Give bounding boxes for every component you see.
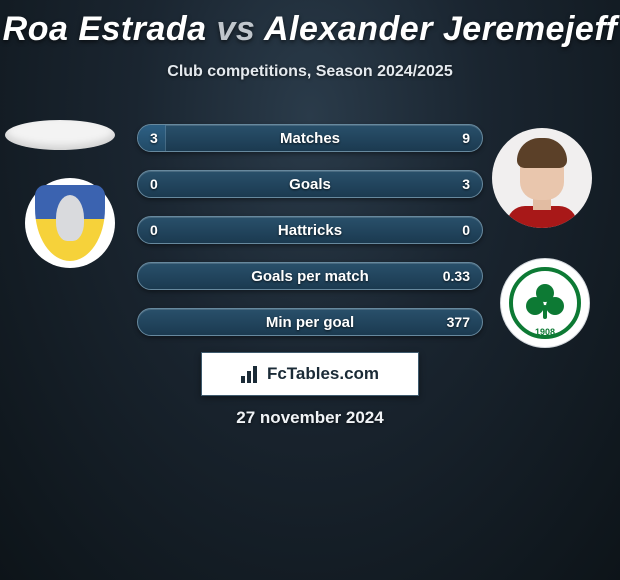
stat-value-left: 0 [150,222,158,238]
comparison-card: Roa Estrada vs Alexander Jeremejeff Club… [0,0,620,580]
stat-label: Goals [289,176,331,193]
player1-name: Roa Estrada [3,10,207,48]
player2-name: Alexander Jeremejeff [264,10,617,48]
player2-club-crest: 1908 [500,258,590,348]
brand-name: FcTables.com [267,364,379,384]
player1-avatar [5,120,115,150]
stat-value-right: 0 [462,222,470,238]
vs-label: vs [217,10,256,48]
stat-row: Min per goal 377 [137,308,483,336]
stat-value-left: 3 [150,130,158,146]
stat-row: 0 Hattricks 0 [137,216,483,244]
player2-avatar [492,128,592,228]
date-label: 27 november 2024 [236,408,383,428]
stat-label: Min per goal [266,314,354,331]
bar-chart-icon [241,365,261,383]
shield-icon [35,185,105,261]
stat-row: 0 Goals 3 [137,170,483,198]
player2-face-icon [512,138,572,228]
stat-label: Hattricks [278,222,342,239]
stat-label: Goals per match [251,268,369,285]
stats-panel: 3 Matches 9 0 Goals 3 0 Hattricks 0 Goals per mat… [137,124,483,354]
subtitle: Club competitions, Season 2024/2025 [0,63,620,81]
brand-box[interactable]: FcTables.com [201,352,419,396]
player1-club-crest [25,178,115,268]
stat-row: Goals per match 0.33 [137,262,483,290]
stat-row: 3 Matches 9 [137,124,483,152]
crest-year: 1908 [535,327,555,337]
clover-icon [527,285,563,321]
stat-value-right: 9 [462,130,470,146]
stat-value-right: 377 [447,314,470,330]
page-title: Roa Estrada vs Alexander Jeremejeff [0,0,620,49]
stat-value-right: 0.33 [443,268,470,284]
stat-value-left: 0 [150,176,158,192]
stat-label: Matches [280,130,340,147]
stat-value-right: 3 [462,176,470,192]
